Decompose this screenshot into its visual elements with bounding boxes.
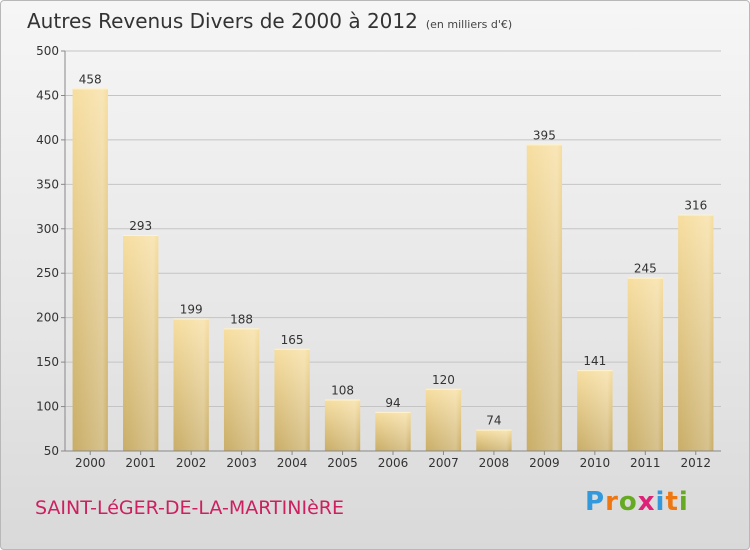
x-tick-label: 2011 [630,456,661,470]
logo-letter: o [618,487,638,517]
chart-title: Autres Revenus Divers de 2000 à 2012 (en … [27,9,512,33]
bar-highlight [678,214,714,451]
chart-unit: (en milliers d'€) [425,18,513,31]
y-tick-label: 350 [36,177,59,191]
x-tick-label: 2012 [680,456,711,470]
bar-value-label: 188 [230,312,253,326]
chart-title-text: Autres Revenus Divers de 2000 à 2012 [27,9,418,33]
x-tick-label: 2008 [479,456,510,470]
x-tick-label: 2003 [226,456,257,470]
logo-letter: t [665,487,679,517]
bar-value-label: 120 [432,373,455,387]
proxiti-logo: Proxiti [585,487,689,517]
y-tick-label: 200 [36,311,59,325]
bar-highlight [375,411,411,451]
logo-letter: P [585,487,606,517]
x-tick-label: 2009 [529,456,560,470]
bar-value-label: 74 [486,414,501,428]
bar-value-label: 94 [385,396,400,410]
bar-value-label: 108 [331,383,354,397]
bar-highlight [324,399,361,451]
x-tick-label: 2004 [277,456,308,470]
grid-layer [65,50,721,452]
y-tick-label: 250 [36,266,59,280]
bar-value-label: 293 [129,219,152,233]
x-tick-label: 2002 [176,456,207,470]
x-tick-label: 2005 [327,456,358,470]
bar-highlight [425,388,462,451]
y-tick-label: 50 [44,444,59,458]
bar-value-label: 199 [180,303,203,317]
x-tick-label: 2000 [75,456,106,470]
y-tick-label: 450 [36,88,59,102]
bar-value-label: 245 [634,262,657,276]
y-tick-label: 500 [36,44,59,58]
bar-highlight [274,348,310,451]
bar-highlight [526,144,563,452]
bar-highlight [72,88,108,451]
y-tick-label: 150 [36,355,59,369]
axis-layer: 50 100 150 200 250 300 350 400 450 500 2000 2001 200… [36,44,721,470]
y-tick-label: 300 [36,222,59,236]
bar-highlight [173,318,209,451]
logo-letter: x [637,487,656,517]
bar-value-label: 141 [583,354,606,368]
bars-layer: 458 293 199 188 165 108 94 120 74 395 141 245 316 [72,72,714,452]
logo-letter: i [678,487,689,517]
logo-letter: i [655,487,666,517]
bar-highlight [476,429,512,451]
logo-letter: r [605,487,619,517]
bar-highlight [123,235,159,451]
y-tick-label: 100 [36,400,59,414]
y-tick-label: 400 [36,133,59,147]
x-tick-label: 2001 [125,456,156,470]
bar-highlight [577,370,613,451]
x-tick-label: 2007 [428,456,459,470]
bar-value-label: 395 [533,128,556,142]
bar-highlight [223,328,260,451]
bar-value-label: 165 [281,333,304,347]
x-tick-label: 2010 [580,456,611,470]
bar-highlight [627,277,663,451]
city-name: SAINT-LéGER-DE-LA-MARTINIèRE [35,497,344,519]
bar-value-label: 316 [684,199,707,213]
bar-value-label: 458 [79,72,102,86]
x-tick-label: 2006 [378,456,409,470]
